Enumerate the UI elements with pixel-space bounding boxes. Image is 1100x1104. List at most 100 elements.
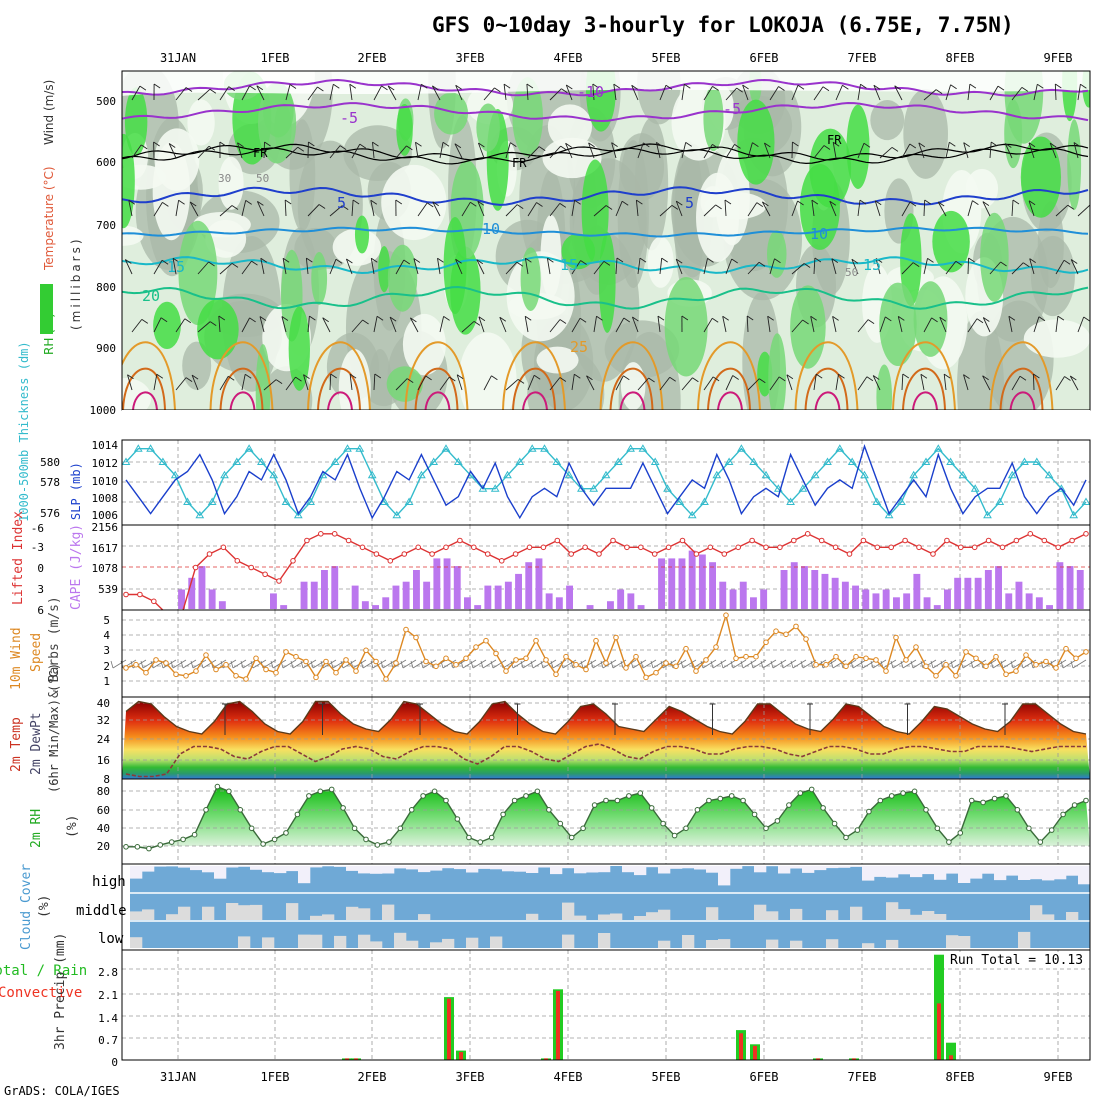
rh2m-line-point <box>1004 794 1009 799</box>
cloud-label-b: (%) <box>37 895 52 918</box>
lifted-index-line-point <box>430 552 435 557</box>
lifted-index-line-point <box>1056 545 1061 550</box>
cape-bar <box>209 590 216 610</box>
cape-bar <box>750 597 757 609</box>
wind10-line-point <box>764 640 769 645</box>
cloud-gap-low <box>718 939 730 948</box>
wind10-line-point <box>744 654 749 659</box>
wind10-line-point <box>324 659 329 664</box>
rh-area-green <box>665 277 708 376</box>
date-label-bottom: 6FEB <box>750 1070 779 1084</box>
cape-bar <box>413 570 420 609</box>
lifted-index-tick: 6 <box>37 604 44 617</box>
rh2m-line-point <box>558 821 563 826</box>
cloud-gap-middle <box>910 915 922 920</box>
rh2m-line-point <box>1049 828 1054 833</box>
cape-bar <box>985 570 992 609</box>
date-label-bottom: 31JAN <box>160 1070 196 1084</box>
cloud-gap-middle <box>250 905 262 920</box>
lifted-index-line-point <box>1042 538 1047 543</box>
lifted-index-line-point <box>513 552 518 557</box>
wind10-line-point <box>374 659 379 664</box>
lifted-index-line-point <box>972 545 977 550</box>
cloud-gap-high <box>178 866 190 868</box>
lifted-index-line-point <box>541 545 546 550</box>
cloud-gap-high <box>382 866 394 874</box>
wind10-line-point <box>314 675 319 680</box>
thickness-tick: 578 <box>40 476 60 489</box>
cape-bar <box>689 551 696 609</box>
precip-convective-bar <box>459 1052 463 1060</box>
cloud-gap-middle <box>610 914 622 921</box>
cloud-gap-high <box>514 866 526 872</box>
wind10-line-point <box>854 654 859 659</box>
cape-label: CAPE (J/kg) <box>69 524 84 610</box>
cloud-gap-low <box>862 943 874 948</box>
cloud-gap-low <box>442 939 454 948</box>
lifted-index-line-point <box>374 552 379 557</box>
cape-bar <box>954 578 961 609</box>
cape-bar <box>321 570 328 609</box>
cape-bar <box>699 555 706 610</box>
date-label-bottom: 5FEB <box>652 1070 681 1084</box>
rh-label-50: 50 <box>256 172 269 185</box>
wind-barb <box>1033 374 1034 390</box>
date-label-top: 5FEB <box>652 51 681 65</box>
cloud-gap-high <box>886 866 898 878</box>
lifted-index-line-point <box>875 545 880 550</box>
wind10-line-point <box>794 624 799 629</box>
wind10-line-point <box>464 656 469 661</box>
wind10-line-point <box>304 659 309 664</box>
rh2m-line-point <box>295 812 300 817</box>
rh2m-line-point <box>352 826 357 831</box>
lifted-index-line-point <box>472 545 477 550</box>
cloud-gap-low <box>334 936 346 948</box>
cloud-gap-high <box>670 866 682 869</box>
lifted-index-line-point <box>764 545 769 550</box>
thickness-tick: 576 <box>40 507 60 520</box>
rh2m-line-point <box>741 798 746 803</box>
rh2m-line-point <box>878 798 883 803</box>
temp2m-tick: 24 <box>97 733 111 746</box>
cape-bar <box>219 601 226 609</box>
rh-area-grey <box>1031 236 1075 316</box>
cape-bar <box>505 582 512 609</box>
cloud-gap-high <box>226 866 238 868</box>
cape-bar <box>995 566 1002 609</box>
wind10-line-point <box>384 677 389 682</box>
wind10-line-point <box>754 654 759 659</box>
rh2m-line-point <box>855 828 860 833</box>
wind10-line-point <box>394 661 399 666</box>
lifted-index-line-point <box>931 552 936 557</box>
temp2m-label-c: (6hr Min/Max) (°C) <box>47 663 61 793</box>
cape-bar <box>638 605 645 609</box>
rh2m-line-point <box>478 840 483 845</box>
rh2m-line-point <box>935 826 940 831</box>
lifted-index-line-point <box>722 552 727 557</box>
contour-label-m5: -5 <box>340 109 358 127</box>
cloud-gap-high <box>262 866 274 872</box>
cloud-gap-low <box>958 936 970 948</box>
wind10-line-point <box>144 670 149 675</box>
cape-bar <box>372 605 379 609</box>
lifted-index-line-point <box>1000 545 1005 550</box>
wind10-line-point <box>674 664 679 669</box>
wind10-tick: 5 <box>103 614 110 627</box>
lifted-index-label: Lifted Index <box>11 511 26 605</box>
wind10-line-point <box>814 662 819 667</box>
rh2m-label-b: (%) <box>65 815 80 838</box>
rh2m-line-point <box>375 843 380 848</box>
wind10-line-point <box>594 638 599 643</box>
cape-bar <box>791 562 798 609</box>
wind10-line-point <box>1064 646 1069 651</box>
wind10-tick: 2 <box>103 660 110 673</box>
lifted-index-line-point <box>833 545 838 550</box>
rh-area-light <box>403 314 446 375</box>
rh-area-green <box>879 283 916 366</box>
rh2m-line-point <box>1061 812 1066 817</box>
cape-bar <box>515 574 522 609</box>
rh2m-line-point <box>787 803 792 808</box>
cloud-gap-high <box>850 866 862 867</box>
lifted-index-line-point <box>959 545 964 550</box>
